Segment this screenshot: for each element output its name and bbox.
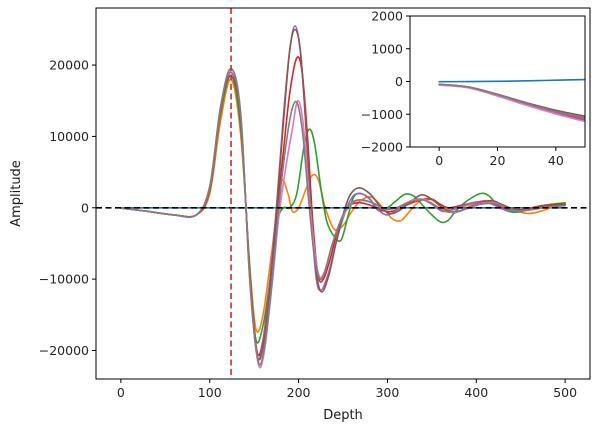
main-x-tick-label: 200 [287,385,311,400]
inset-plot-area: 0 20 40 −2000 −1000 0 1000 2000 [361,9,586,168]
inset-x-tick-label: 20 [490,153,506,168]
inset-y-tick-label: 2000 [371,9,403,24]
main-x-tick-label: 0 [117,385,125,400]
main-axes-frame [95,7,591,380]
inset-x-ticks: 0 20 40 [435,147,564,168]
main-series-line-8 [120,67,566,366]
main-x-tick-label: 400 [464,385,488,400]
inset-x-tick-label: 0 [435,153,443,168]
main-y-tick-label: 10000 [49,129,89,144]
main-y-tick-label: −20000 [39,343,89,358]
main-x-ticks: 0 100 200 300 400 500 [117,379,577,400]
main-y-tick-label: 0 [81,200,89,215]
main-x-tick-label: 100 [198,385,222,400]
inset-y-ticks: −2000 −1000 0 1000 2000 [361,9,410,155]
inset-x-tick-label: 40 [548,153,564,168]
main-reference-lines [96,8,590,379]
inset-series-line-8 [438,83,585,119]
inset-series-group [438,78,585,123]
inset-y-tick-label: −1000 [361,107,403,122]
inset-series-line-1 [438,78,585,83]
main-x-tick-label: 500 [553,385,577,400]
main-series-group [120,25,566,369]
main-y-ticks: −20000 −10000 0 10000 20000 [39,58,96,358]
main-y-tick-label: −10000 [39,272,89,287]
inset-y-tick-label: −2000 [361,140,403,155]
main-x-tick-label: 300 [375,385,399,400]
main-y-axis-label: Amplitude [9,160,24,227]
main-x-axis-label: Depth [323,408,363,423]
main-y-tick-label: 20000 [49,58,89,73]
inset-y-tick-label: 1000 [371,41,403,56]
inset-y-tick-label: 0 [395,74,403,89]
